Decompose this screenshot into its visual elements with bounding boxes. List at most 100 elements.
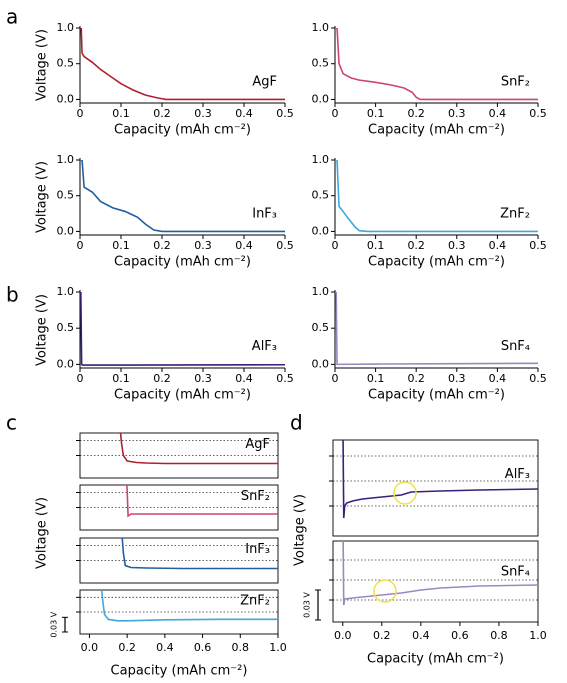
- x-tick-label: 0.0: [81, 641, 99, 654]
- x-tick-label: 0.6: [194, 641, 212, 654]
- x-tick-label: 0.2: [118, 641, 136, 654]
- x-axis-label: Capacity (mAh cm⁻²): [368, 388, 505, 403]
- curve-label: ZnF₂: [500, 207, 530, 222]
- y-tick-label: 0.5: [312, 321, 330, 334]
- y-axis-label: Voltage (V): [35, 161, 50, 233]
- x-tick-label: 0.3: [194, 107, 212, 120]
- curve-label: SnF₄: [501, 339, 530, 354]
- data-line: [80, 160, 285, 233]
- x-tick-label: 0.3: [448, 107, 466, 120]
- x-tick-label: 0.1: [367, 239, 385, 252]
- x-tick-label: 0.5: [529, 239, 547, 252]
- x-tick-label: 1.0: [269, 641, 287, 654]
- data-line: [342, 541, 538, 606]
- curve-label: InF₃: [252, 207, 277, 222]
- panel-label: a: [6, 5, 18, 29]
- x-axis-label: Capacity (mAh cm⁻²): [368, 255, 505, 270]
- data-line: [342, 440, 538, 519]
- curve-label: SnF₂: [501, 75, 530, 90]
- x-tick-label: 0.1: [367, 107, 385, 120]
- x-tick-label: 0: [332, 239, 339, 252]
- x-tick-label: 0.5: [276, 107, 294, 120]
- scale-bar-label: 0.03 V: [303, 592, 312, 618]
- panel-label: d: [290, 411, 303, 435]
- highlight-circle: [393, 481, 417, 505]
- x-tick-label: 0.5: [529, 372, 547, 385]
- y-tick-label: 0.0: [57, 224, 75, 237]
- x-tick-label: 0.4: [235, 372, 253, 385]
- x-tick-label: 0.2: [153, 372, 171, 385]
- plot-frame: [332, 439, 539, 537]
- y-tick-label: 0.0: [57, 92, 75, 105]
- curve-label: InF₃: [245, 542, 270, 557]
- x-axis-label: Capacity (mAh cm⁻²): [368, 123, 505, 138]
- x-tick-label: 0.4: [156, 641, 174, 654]
- x-tick-label: 0.2: [407, 372, 425, 385]
- x-tick-label: 0.5: [276, 372, 294, 385]
- x-tick-label: 0.5: [276, 239, 294, 252]
- x-tick-label: 0.1: [112, 107, 130, 120]
- x-tick-label: 0.3: [194, 372, 212, 385]
- x-tick-label: 0.4: [489, 107, 507, 120]
- x-axis-label: Capacity (mAh cm⁻²): [114, 255, 251, 270]
- x-tick-label: 0.2: [407, 239, 425, 252]
- plot-frame: [79, 589, 279, 635]
- x-axis-label: Capacity (mAh cm⁻²): [367, 652, 504, 667]
- y-tick-label: 0.0: [312, 224, 330, 237]
- curve-label: ZnF₂: [240, 594, 270, 609]
- data-line: [335, 28, 538, 101]
- y-tick-label: 1.0: [312, 285, 330, 298]
- x-tick-label: 0.4: [489, 239, 507, 252]
- y-axis-label: Voltage (V): [35, 497, 50, 569]
- x-tick-label: 0.1: [112, 239, 130, 252]
- y-tick-label: 0.5: [57, 321, 75, 334]
- y-tick-label: 0.5: [312, 189, 330, 202]
- x-tick-label: 0.0: [334, 629, 352, 642]
- y-tick-label: 0.0: [57, 357, 75, 370]
- x-tick-label: 0.3: [448, 372, 466, 385]
- y-tick-label: 0.0: [312, 92, 330, 105]
- x-tick-label: 0.3: [448, 239, 466, 252]
- data-line: [119, 433, 278, 465]
- curve-label: SnF₄: [501, 564, 530, 579]
- x-tick-label: 0: [77, 239, 84, 252]
- plot-frame: [332, 540, 539, 623]
- x-tick-label: 1.0: [529, 629, 547, 642]
- x-tick-label: 0.4: [235, 107, 253, 120]
- x-tick-label: 0: [332, 107, 339, 120]
- data-line: [100, 590, 278, 622]
- x-tick-label: 0.2: [153, 239, 171, 252]
- x-tick-label: 0.8: [232, 641, 250, 654]
- y-axis-label: Voltage (V): [35, 29, 50, 101]
- x-tick-label: 0.4: [489, 372, 507, 385]
- data-line: [80, 292, 285, 366]
- y-axis-label: Voltage (V): [35, 294, 50, 366]
- panel-label: b: [6, 283, 19, 307]
- x-tick-label: 0: [77, 107, 84, 120]
- curve-label: AgF: [252, 75, 277, 90]
- y-tick-label: 0.5: [57, 57, 75, 70]
- x-axis-label: Capacity (mAh cm⁻²): [114, 388, 251, 403]
- y-tick-label: 0.0: [312, 357, 330, 370]
- plot-frame: [79, 484, 279, 531]
- y-tick-label: 1.0: [312, 153, 330, 166]
- curve-label: SnF₂: [241, 489, 270, 504]
- panel-label: c: [6, 411, 17, 435]
- x-tick-label: 0: [77, 372, 84, 385]
- x-tick-label: 0.5: [529, 107, 547, 120]
- x-tick-label: 0.2: [153, 107, 171, 120]
- scale-bar-label: 0.03 V: [50, 611, 59, 637]
- plot-frame: [79, 537, 279, 584]
- x-tick-label: 0.1: [367, 372, 385, 385]
- x-axis-label: Capacity (mAh cm⁻²): [114, 123, 251, 138]
- x-axis-label: Capacity (mAh cm⁻²): [111, 664, 248, 679]
- curve-label: AgF: [245, 437, 270, 452]
- curve-label: AlF₃: [252, 339, 277, 354]
- data-line: [335, 160, 538, 233]
- highlight-circle: [373, 579, 397, 603]
- x-tick-label: 0.8: [490, 629, 508, 642]
- x-tick-label: 0.4: [235, 239, 253, 252]
- x-tick-label: 0.2: [407, 107, 425, 120]
- x-tick-label: 0.3: [194, 239, 212, 252]
